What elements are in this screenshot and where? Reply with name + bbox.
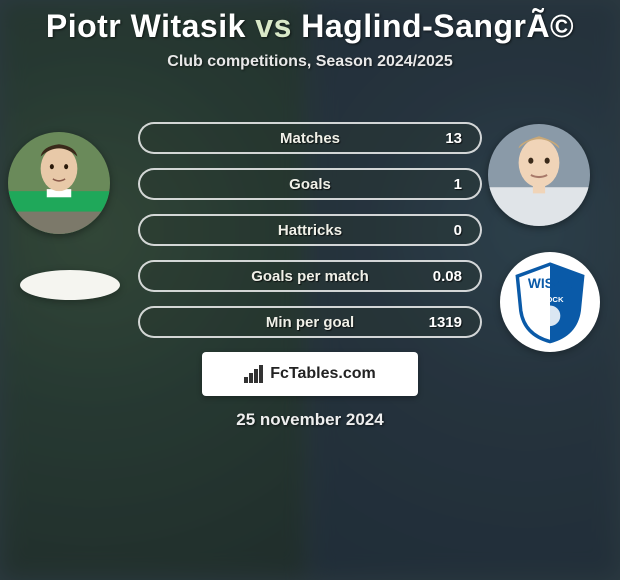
player2-avatar-svg (488, 124, 590, 226)
stat-label: Hattricks (208, 222, 412, 239)
date-text: 25 november 2024 (0, 410, 620, 430)
stat-right-value: 0 (412, 222, 462, 239)
watermark-badge: FcTables.com (202, 352, 418, 396)
stat-right-value: 0.08 (412, 268, 462, 285)
stat-right-value: 1 (412, 176, 462, 193)
player2-club-badge: WISŁA PŁOCK (500, 252, 600, 352)
player2-name: Haglind-SangrÃ© (301, 8, 574, 44)
wisla-badge-icon: WISŁA PŁOCK (507, 259, 593, 345)
stat-row-min-per-goal: Min per goal 1319 (138, 306, 482, 338)
stat-right-value: 1319 (412, 314, 462, 331)
stats-container: Matches 13 Goals 1 Hattricks 0 Goals per… (138, 122, 482, 352)
player1-club-badge (20, 270, 120, 300)
content-layer: Piotr Witasik vs Haglind-SangrÃ© Club co… (0, 0, 620, 580)
stat-row-hattricks: Hattricks 0 (138, 214, 482, 246)
watermark-text: FcTables.com (270, 365, 376, 383)
badge-text-top: WISŁA (528, 276, 572, 291)
player2-avatar (488, 124, 590, 226)
player1-name: Piotr Witasik (46, 8, 246, 44)
stat-label: Goals (208, 176, 412, 193)
stat-row-matches: Matches 13 (138, 122, 482, 154)
player1-avatar-svg (8, 132, 110, 234)
stat-row-goals-per-match: Goals per match 0.08 (138, 260, 482, 292)
bar-chart-icon (244, 365, 264, 383)
player1-avatar (8, 132, 110, 234)
stat-row-goals: Goals 1 (138, 168, 482, 200)
subtitle: Club competitions, Season 2024/2025 (0, 53, 620, 71)
page-title: Piotr Witasik vs Haglind-SangrÃ© (0, 0, 620, 45)
badge-text-sub: PŁOCK (536, 295, 563, 304)
stat-label: Goals per match (208, 268, 412, 285)
stat-label: Matches (208, 130, 412, 147)
stat-label: Min per goal (208, 314, 412, 331)
vs-word: vs (255, 8, 292, 44)
stat-right-value: 13 (412, 130, 462, 147)
